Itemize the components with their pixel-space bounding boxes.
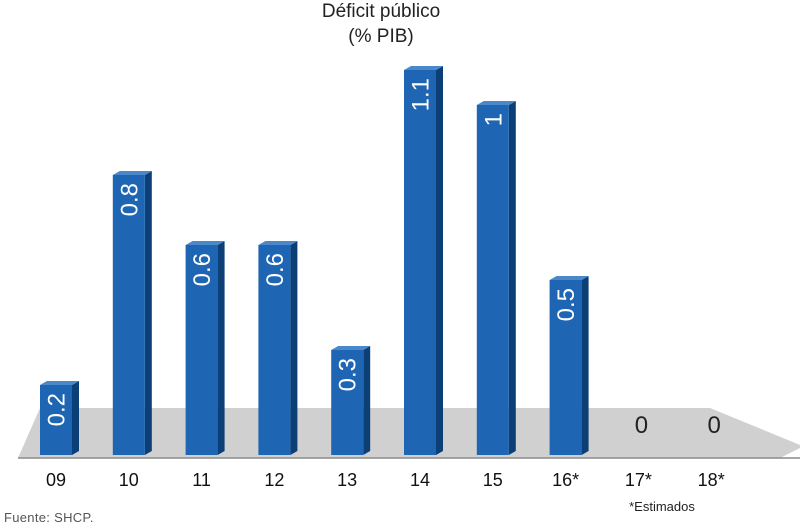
value-label-13: 0.3	[335, 358, 362, 391]
value-label-14: 1.1	[408, 78, 435, 111]
value-label-12: 0.6	[262, 253, 289, 286]
bars	[40, 66, 589, 455]
bar-11	[185, 241, 225, 455]
x-tick-17*: 17*	[625, 470, 652, 490]
bar-14	[404, 66, 443, 455]
value-label-09: 0.2	[44, 393, 71, 426]
x-tick-14: 14	[410, 470, 430, 490]
bar-09	[40, 381, 79, 455]
value-label-16*: 0.5	[553, 288, 580, 321]
value-label-11: 0.6	[189, 253, 216, 286]
value-label-15: 1	[480, 113, 507, 126]
chart-title: Déficit público	[322, 1, 440, 22]
value-label-10: 0.8	[116, 183, 143, 216]
value-label-17*: 0	[635, 412, 648, 439]
x-tick-15: 15	[483, 470, 503, 490]
source-note: Fuente: SHCP.	[4, 510, 94, 525]
bar-12	[258, 241, 298, 455]
x-tick-09: 09	[46, 470, 66, 490]
chart-subtitle: (% PIB)	[348, 26, 413, 47]
estimated-note: *Estimados	[629, 499, 695, 514]
x-tick-18*: 18*	[698, 470, 725, 490]
bar-13	[331, 346, 371, 455]
x-tick-12: 12	[264, 470, 284, 490]
x-tick-11: 11	[192, 470, 211, 490]
bar-10	[112, 171, 152, 455]
x-tick-13: 13	[337, 470, 357, 490]
value-label-18*: 0	[708, 412, 721, 439]
bar-16*	[549, 276, 589, 455]
x-tick-10: 10	[119, 470, 139, 490]
bar-15	[476, 101, 516, 455]
x-tick-labels: 09 10 11 12 13 14 15 16* 17* 18*	[46, 470, 725, 490]
value-labels: 0.2 0.8 0.6 0.6 0.3 1.1 1 0.5 0 0	[44, 78, 721, 439]
x-tick-16*: 16*	[552, 470, 579, 490]
